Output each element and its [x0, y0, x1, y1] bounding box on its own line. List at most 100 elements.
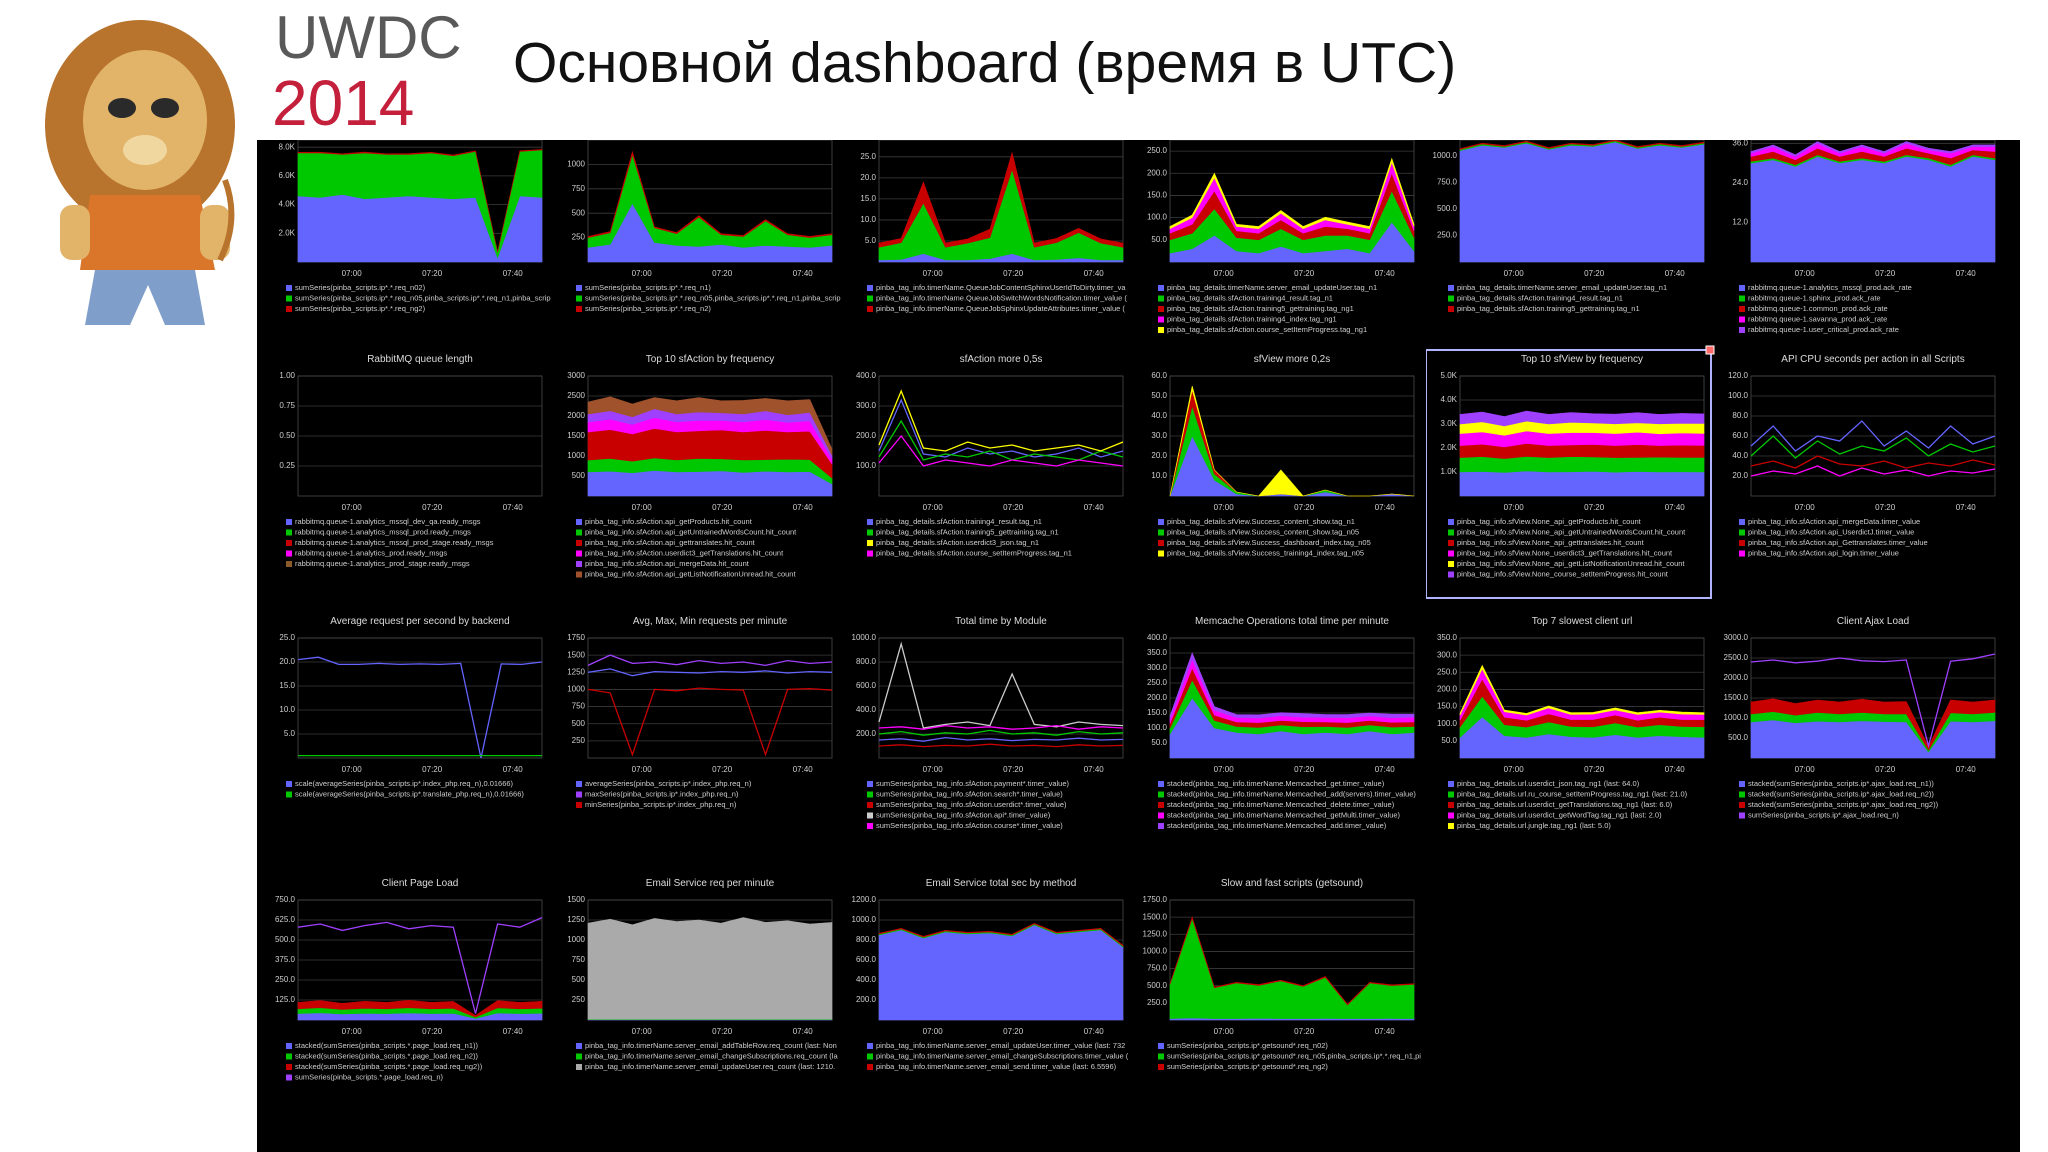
y-tick-label: 2500.0 [1724, 653, 1749, 662]
panel: Memcache Operations total time per minut… [1147, 616, 1416, 830]
legend-label: pinba_tag_details.sfView.Success_content… [1167, 517, 1355, 526]
panel-title: Avg, Max, Min requests per minute [633, 616, 788, 627]
legend-label: pinba_tag_details.sfAction.course_setIte… [1167, 325, 1367, 334]
panel: 250 500 750 1000 07:00 07:20 07:40 sumSeries(pi… [567, 140, 841, 313]
x-tick-label: 07:00 [923, 269, 944, 278]
legend-label: pinba_tag_details.sfAction.training4_res… [876, 517, 1042, 526]
legend-label: pinba_tag_info.sfAction.api_mergeData.hi… [585, 559, 750, 568]
panel-title: RabbitMQ queue length [367, 354, 473, 365]
x-tick-label: 07:40 [1084, 269, 1105, 278]
line-series [1750, 653, 1996, 749]
legend-swatch [1158, 316, 1164, 323]
y-tick-label: 50.0 [1151, 235, 1167, 244]
legend-swatch [867, 295, 873, 302]
logo-year: 2014 [272, 67, 414, 139]
y-tick-label: 400.0 [856, 705, 877, 714]
y-tick-label: 1200.0 [852, 895, 877, 904]
legend-label: stacked(sumSeries(pinba_scripts.*.page_l… [295, 1062, 483, 1071]
x-tick-label: 07:40 [503, 269, 524, 278]
y-tick-label: 500.0 [1437, 204, 1458, 213]
y-tick-label: 10.0 [279, 705, 295, 714]
panel-title: Slow and fast scripts (getsound) [1221, 878, 1363, 889]
y-tick-label: 1250.0 [1143, 929, 1168, 938]
legend-swatch [1158, 529, 1164, 536]
x-tick-label: 07:00 [342, 269, 363, 278]
panel: 250.0 500.0 750.0 1000.0 07:00 07:20 07:40 pinb… [1433, 140, 1705, 313]
y-tick-label: 20.0 [860, 173, 876, 182]
x-tick-label: 07:20 [1003, 269, 1024, 278]
x-tick-label: 07:20 [1875, 765, 1896, 774]
legend-swatch [1448, 823, 1454, 829]
legend-label: rabbitmq.queue-1.analytics_mssql_prod.ac… [1748, 283, 1912, 292]
legend-swatch [1448, 550, 1454, 557]
legend-label: pinba_tag_details.timerName.server_email… [1457, 283, 1667, 292]
legend-label: pinba_tag_details.url.userdict_json.tag_… [1457, 779, 1640, 788]
line-series [297, 656, 543, 759]
area-series [1750, 156, 1996, 263]
x-tick-label: 07:00 [1214, 765, 1235, 774]
x-tick-label: 07:00 [632, 269, 653, 278]
y-tick-label: 250 [572, 233, 586, 242]
area-series [1750, 719, 1996, 759]
plot-frame [878, 637, 1124, 759]
legend-swatch [1158, 1064, 1164, 1070]
legend-label: sumSeries(pinba_scripts.ip*.*.req_ng2) [295, 304, 426, 313]
area-series [1459, 470, 1705, 497]
x-tick-label: 07:40 [1665, 269, 1686, 278]
legend-swatch [286, 550, 292, 557]
legend-swatch [286, 306, 292, 312]
y-tick-label: 36.0 [1732, 138, 1748, 147]
legend-swatch [286, 529, 292, 536]
legend-swatch [1448, 529, 1454, 536]
legend-label: pinba_tag_info.sfAction.api_getUntrained… [585, 527, 797, 536]
x-tick-label: 07:20 [1003, 765, 1024, 774]
legend-swatch [576, 540, 582, 546]
y-tick-label: 625.0 [275, 915, 296, 924]
legend-swatch [1158, 519, 1164, 525]
legend-swatch [286, 561, 292, 567]
y-tick-label: 3000.0 [1724, 633, 1749, 642]
panel-title: sfView more 0,2s [1254, 354, 1331, 365]
panel: 5.0 10.0 15.0 20.0 25.0 07:00 07:20 07:40 pinba_… [860, 140, 1127, 313]
y-tick-label: 1500.0 [1724, 693, 1749, 702]
y-tick-label: 50.0 [1151, 738, 1167, 747]
legend-swatch [576, 529, 582, 536]
legend-swatch [286, 519, 292, 525]
legend-label: pinba_tag_details.url.userdict_getWordTa… [1457, 810, 1662, 819]
legend-label: pinba_tag_details.sfAction.training4_ind… [1167, 314, 1337, 323]
legend-label: pinba_tag_info.timerName.QueueJobSphinxU… [876, 304, 1125, 313]
panel: Email Service total sec by method 200.0 40… [852, 878, 1129, 1071]
legend-label: sumSeries(pinba_tag_info.sfAction.search… [876, 789, 1063, 798]
y-tick-label: 400.0 [1147, 633, 1168, 642]
legend-swatch [1739, 327, 1745, 333]
x-tick-label: 07:40 [793, 1027, 814, 1036]
legend-swatch [576, 791, 582, 798]
x-tick-label: 07:40 [793, 503, 814, 512]
legend-label: pinba_tag_details.sfAction.training5_get… [876, 527, 1059, 536]
legend-label: pinba_tag_details.timerName.server_email… [1167, 283, 1377, 292]
area-series [1459, 141, 1705, 263]
legend-swatch [1448, 812, 1454, 819]
area-series [297, 999, 543, 1018]
legend-label: pinba_tag_info.sfAction.api_getProducts.… [585, 517, 753, 526]
y-tick-label: 375.0 [275, 955, 296, 964]
y-tick-label: 60.0 [1151, 371, 1167, 380]
legend-swatch [1158, 285, 1164, 291]
legend-swatch [867, 540, 873, 546]
legend-swatch [1158, 802, 1164, 808]
panel: sfAction more 0,5s 100.0 200.0 300.0 400.0 07… [856, 354, 1124, 557]
y-tick-label: 1.0K [1441, 467, 1458, 476]
legend-swatch [867, 529, 873, 536]
x-tick-label: 07:00 [342, 503, 363, 512]
panel: Client Ajax Load 500.0 1000.0 1500.0 2000.0 2… [1724, 616, 1996, 819]
legend-label: pinba_tag_details.sfView.Success_trainin… [1167, 548, 1364, 557]
x-tick-label: 07:40 [1375, 503, 1396, 512]
x-tick-label: 07:20 [1584, 765, 1605, 774]
x-tick-label: 07:20 [1875, 269, 1896, 278]
legend-swatch [1739, 529, 1745, 536]
legend-swatch [1448, 306, 1454, 312]
y-tick-label: 600.0 [856, 681, 877, 690]
legend-swatch [1739, 295, 1745, 302]
y-tick-label: 2000 [567, 411, 585, 420]
